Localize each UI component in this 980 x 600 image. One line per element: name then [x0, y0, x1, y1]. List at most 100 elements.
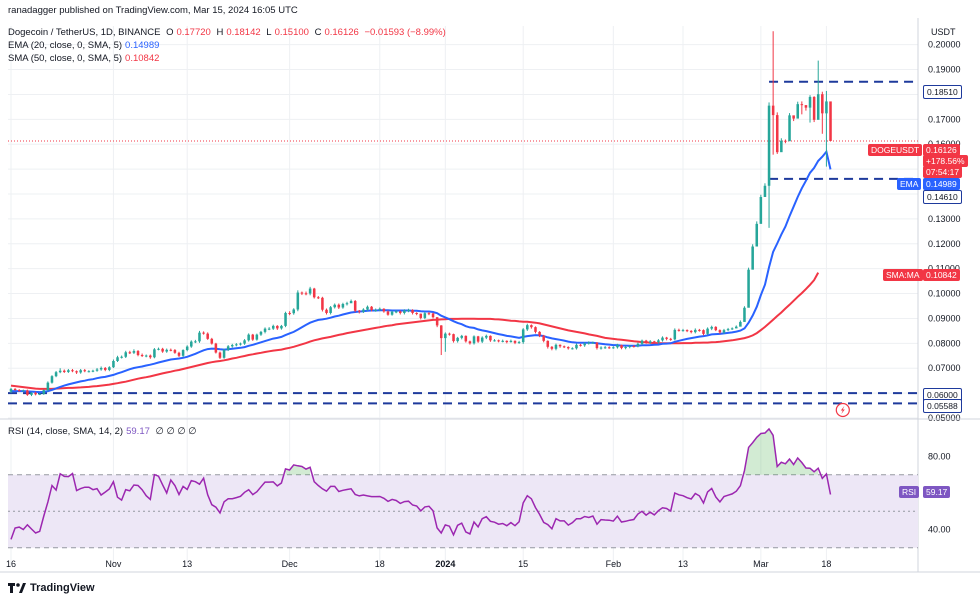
candle-body [177, 352, 181, 356]
currency-label[interactable]: USDT [931, 27, 956, 37]
candle-body [374, 309, 377, 311]
candle-body [620, 345, 623, 349]
price-tick-label: 0.09000 [928, 313, 961, 323]
sma-legend[interactable]: SMA (50, close, 0, SMA, 5) 0.10842 [8, 53, 162, 64]
candle-body [624, 347, 627, 349]
candle-body [718, 330, 722, 333]
time-tick-label: 18 [375, 559, 385, 569]
tradingview-icon [8, 583, 26, 593]
candle-body [677, 329, 681, 331]
candle-body [698, 329, 701, 331]
open-value: 0.17720 [176, 27, 211, 38]
candle-body [800, 104, 804, 106]
sma-legend-label: SMA (50, close, 0, SMA, 5) [8, 53, 123, 64]
candle-body [259, 331, 263, 335]
candle-body [448, 333, 451, 335]
candle-body [607, 347, 611, 349]
candle-body [267, 328, 271, 330]
candle-body [149, 355, 152, 358]
candle-body [829, 101, 832, 141]
candle-body [427, 313, 431, 315]
candle-body [743, 307, 746, 322]
rsi-line [10, 427, 832, 540]
candle-body [300, 292, 304, 294]
candle-body [284, 312, 287, 326]
open-label: O [166, 27, 174, 38]
candle-body [616, 345, 619, 348]
candle-body [46, 382, 50, 391]
candle-body [468, 341, 472, 344]
candle-body [587, 342, 591, 344]
candle-body [444, 333, 447, 339]
candle-body [353, 301, 357, 311]
candle-body [62, 370, 66, 372]
candle-body [767, 105, 771, 186]
candle-body [775, 115, 779, 153]
rsi-name-tag: RSI [899, 486, 920, 498]
candle-body [612, 347, 615, 349]
candle-body [542, 335, 545, 341]
candle-body [431, 313, 435, 318]
ema-legend-label: EMA (20, close, 0, SMA, 5) [8, 40, 123, 51]
tradingview-logo[interactable]: TradingView [8, 582, 95, 594]
resistance-tag: 0.18510 [923, 85, 962, 99]
ema-legend[interactable]: EMA (20, close, 0, SMA, 5) 0.14989 [8, 40, 162, 51]
candle-body [280, 325, 283, 329]
candle-body [546, 340, 550, 347]
candle-body [517, 342, 521, 344]
candle-body [509, 340, 513, 343]
candle-body [30, 392, 33, 395]
candle-body [202, 332, 205, 334]
candle-body [689, 330, 693, 333]
bar-timer-tag: 07:54:17 [923, 166, 963, 178]
candle-body [108, 367, 111, 370]
candle-body [214, 343, 218, 353]
candle-body [640, 340, 644, 344]
candle-body [341, 304, 345, 308]
rsi-legend[interactable]: RSI (14, close, SMA, 14, 2) 59.17 ∅ ∅ ∅ ∅ [8, 426, 200, 437]
candle-body [739, 321, 742, 327]
candle-body [239, 343, 242, 345]
candle-body [825, 101, 828, 114]
candle-body [685, 330, 689, 332]
candle-body [312, 288, 316, 298]
candle-body [144, 355, 148, 357]
rsi-overbought-fill [285, 464, 311, 475]
candle-body [292, 309, 296, 314]
candle-body [526, 325, 529, 330]
candle-body [222, 349, 226, 358]
rsi-legend-label: RSI (14, close, SMA, 14, 2) [8, 426, 124, 437]
rsi-value-tag: 59.17 [923, 486, 951, 498]
candle-body [247, 334, 250, 341]
candle-body [153, 349, 156, 358]
candle-body [558, 344, 562, 347]
candle-body [603, 347, 607, 349]
candle-body [493, 340, 496, 342]
symbol-label[interactable]: Dogecoin / TetherUS, 1D, BINANCE [8, 27, 161, 38]
close-value: 0.16126 [324, 27, 359, 38]
ema-name-tag: EMA [897, 178, 922, 190]
candle-body [497, 340, 500, 342]
candle-body [325, 309, 328, 313]
candle-body [452, 334, 455, 342]
price-tick-label: 0.10000 [928, 289, 961, 299]
candle-body [194, 341, 197, 343]
candle-body [120, 356, 123, 358]
candle-body [456, 337, 459, 342]
candle-body [722, 330, 726, 333]
candle-body [714, 326, 718, 331]
close-label: C [314, 27, 322, 38]
candle-body [788, 115, 791, 142]
candle-body [308, 288, 312, 294]
candle-body [321, 297, 324, 310]
price-tick-label: 0.12000 [928, 239, 961, 249]
price-tick-label: 0.08000 [928, 338, 961, 348]
time-tick-label: 18 [821, 559, 831, 569]
candle-body [386, 311, 390, 315]
candle-body [288, 312, 291, 314]
candle-body [358, 310, 361, 312]
candle-body [644, 340, 648, 343]
high-value: 0.18142 [226, 27, 261, 38]
candle-body [157, 348, 160, 350]
candle-body [792, 115, 795, 119]
